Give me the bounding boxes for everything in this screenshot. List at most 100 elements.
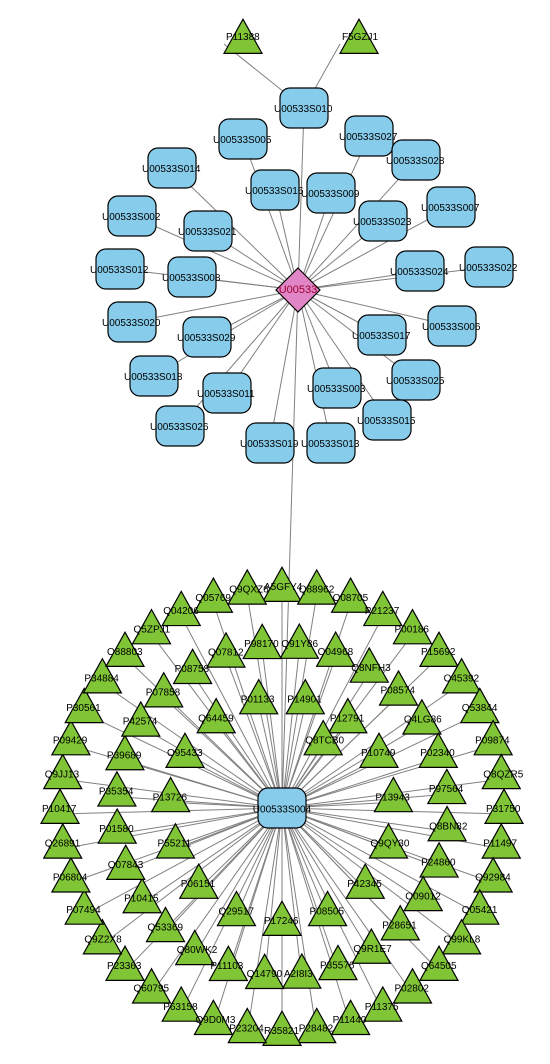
node-label: P08574 bbox=[380, 686, 415, 697]
node-label: Q05421 bbox=[462, 905, 498, 916]
node-label: P28651 bbox=[382, 920, 417, 931]
node-label: U00533S023 bbox=[353, 217, 412, 228]
node-label: P24860 bbox=[421, 858, 456, 869]
network-diagram: P11388 F5GZJ1 U00533S010 U00533S005 U00533S0… bbox=[0, 0, 550, 1064]
node-label: U00533S014 bbox=[142, 164, 201, 175]
node-label: P01133 bbox=[241, 694, 275, 705]
node-label: U00533S017 bbox=[352, 331, 411, 342]
node-label: P09874 bbox=[475, 735, 510, 746]
node-label: Q05769 bbox=[195, 593, 231, 604]
node-label: U00533 bbox=[279, 284, 318, 296]
node-label: U00533S010 bbox=[274, 104, 333, 115]
node-label: P11375 bbox=[365, 1002, 399, 1013]
node-label: Q9Z2X8 bbox=[84, 934, 122, 945]
node-label: P11497 bbox=[483, 839, 517, 850]
node-label: P08758 bbox=[175, 664, 210, 675]
node-label: U00533S004 bbox=[253, 805, 312, 816]
node-label: U00533S002 bbox=[102, 212, 161, 223]
node-label: U00533S027 bbox=[339, 132, 398, 143]
node-label: P10415 bbox=[124, 893, 159, 904]
node-label: P14901 bbox=[287, 694, 322, 705]
node-label: U00533S015 bbox=[357, 416, 416, 427]
node-label: O07843 bbox=[108, 860, 144, 871]
node-label: U00533S005 bbox=[213, 135, 272, 146]
node-label: U00533S024 bbox=[390, 267, 449, 278]
node-label: U00533S025 bbox=[386, 376, 445, 387]
node-label: U00533S019 bbox=[240, 439, 299, 450]
node-label: Q91Y86 bbox=[281, 639, 318, 650]
node-label: Q5ZPJ1 bbox=[134, 624, 171, 635]
node-label: P98170 bbox=[244, 639, 279, 650]
node-label: P42574 bbox=[123, 717, 158, 728]
node-label: P00186 bbox=[394, 624, 429, 635]
node-label: P09429 bbox=[53, 735, 88, 746]
node-label: U00533S020 bbox=[102, 318, 161, 329]
node-label: Q64505 bbox=[421, 961, 457, 972]
node-label: P21237 bbox=[365, 606, 400, 617]
node-label: R35821 bbox=[264, 1026, 299, 1037]
node-label: Q53844 bbox=[462, 703, 498, 714]
node-label: Q64459 bbox=[198, 713, 234, 724]
node-label: Q9D0M3 bbox=[195, 1015, 235, 1026]
node-label: U00533S016 bbox=[245, 186, 304, 197]
node-label: P34884 bbox=[84, 674, 119, 685]
node-label: U00533S018 bbox=[124, 372, 183, 383]
node-label: P06151 bbox=[181, 879, 216, 890]
node-label: Q9JJ13 bbox=[45, 769, 80, 780]
node-label: P63158 bbox=[163, 1002, 198, 1013]
node-label: P13943 bbox=[375, 792, 410, 803]
node-label: P11103 bbox=[210, 961, 243, 972]
node-label: P10417 bbox=[42, 804, 77, 815]
node-label: F5GZJ1 bbox=[342, 32, 379, 43]
node-label: A2I8I3 bbox=[284, 969, 313, 980]
node-label: Q9QY30 bbox=[371, 839, 410, 850]
node-label: Q04206 bbox=[163, 606, 199, 617]
node-label: O08705 bbox=[333, 593, 369, 604]
node-label: P35576 bbox=[320, 960, 355, 971]
node-label: Q29517 bbox=[218, 906, 254, 917]
node-label: O95433 bbox=[167, 748, 203, 759]
node-label: P17246 bbox=[264, 916, 299, 927]
node-label: O04968 bbox=[318, 647, 354, 658]
node-label: Q4LG86 bbox=[404, 715, 442, 726]
node-label: P10749 bbox=[361, 748, 396, 759]
node-label: Q9R1E7 bbox=[353, 944, 392, 955]
node-label: P02340 bbox=[420, 748, 455, 759]
node-label: P97564 bbox=[429, 784, 464, 795]
node-label: P11440 bbox=[333, 1015, 367, 1026]
node-label: P07494 bbox=[66, 905, 101, 916]
node-label: Q60795 bbox=[134, 984, 170, 995]
node-label: P11388 bbox=[226, 32, 260, 43]
node-label: Q80WK2 bbox=[177, 945, 218, 956]
node-label: U00533S022 bbox=[459, 263, 518, 274]
node-label: P15692 bbox=[421, 647, 456, 658]
node-label: U00533S009 bbox=[301, 189, 360, 200]
node-label: P30561 bbox=[66, 703, 101, 714]
node-label: Q92984 bbox=[475, 873, 511, 884]
node-label: U00533S008 bbox=[162, 273, 221, 284]
node-label: Q99KL8 bbox=[444, 934, 481, 945]
node-label: P31750 bbox=[486, 804, 521, 815]
node-label: P12791 bbox=[330, 713, 365, 724]
node-label: U00533S011 bbox=[197, 389, 255, 400]
node-label: U00533S003 bbox=[307, 384, 366, 395]
node-label: O45392 bbox=[444, 674, 480, 685]
node-label: U00533S007 bbox=[421, 203, 480, 214]
node-label: P07858 bbox=[146, 688, 181, 699]
node-label: Q8NFH3 bbox=[351, 663, 391, 674]
node-label: P39689 bbox=[107, 750, 142, 761]
node-label: A5GFY4 bbox=[264, 582, 303, 593]
node-label: P35354 bbox=[99, 787, 134, 798]
node-label: Q8BN82 bbox=[429, 821, 468, 832]
node-label: U00533S029 bbox=[177, 333, 236, 344]
node-label: U00533S021 bbox=[178, 227, 237, 238]
node-label: Q9QXZ6 bbox=[229, 585, 269, 596]
node-label: U00533S006 bbox=[422, 322, 481, 333]
node-label: Q8TCB0 bbox=[305, 735, 344, 746]
node-label: P06804 bbox=[53, 873, 88, 884]
node-label: Q53369 bbox=[148, 922, 184, 933]
node-label: U00533S012 bbox=[90, 265, 149, 276]
node-label: Q07812 bbox=[208, 648, 244, 659]
node-label: P55211 bbox=[157, 839, 191, 850]
node-label: P08505 bbox=[310, 906, 345, 917]
